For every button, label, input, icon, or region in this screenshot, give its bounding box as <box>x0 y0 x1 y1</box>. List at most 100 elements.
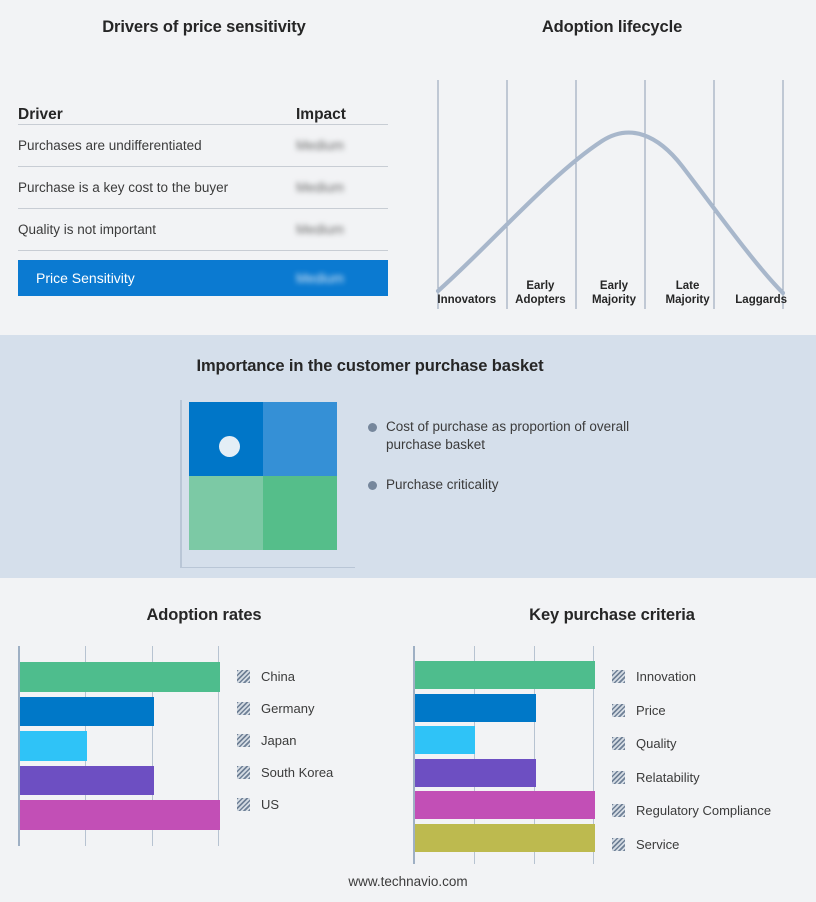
legend-label: South Korea <box>261 764 334 780</box>
bar-slot <box>20 763 220 797</box>
key-criteria-legend: Innovation Price Quality Relatability Re… <box>612 660 771 861</box>
price-sensitivity-summary-row: Price Sensitivity Medium <box>18 260 388 296</box>
legend-item-price: Price <box>612 694 771 728</box>
quadrant-x-axis <box>180 566 355 568</box>
legend-label: Relatability <box>636 769 700 785</box>
position-marker-dot <box>219 436 240 457</box>
bar-service <box>415 823 595 852</box>
importance-legend: Cost of purchase as proportion of overal… <box>368 418 658 516</box>
driver-label: Purchases are undifferentiated <box>18 138 202 153</box>
stage-line-1: Early <box>526 280 555 292</box>
driver-label: Quality is not important <box>18 222 157 237</box>
adoption-bell-curve <box>435 130 786 296</box>
bar-slot <box>20 729 220 763</box>
importance-panel: Importance in the customer purchase bask… <box>0 335 816 578</box>
drivers-panel-title: Drivers of price sensitivity <box>102 18 306 36</box>
chart-y-axis <box>18 646 20 846</box>
bar-innovation <box>415 661 595 690</box>
legend-item-china: China <box>237 660 333 692</box>
legend-item-quality: Quality <box>612 727 771 761</box>
impact-value-obscured: Medium <box>296 180 345 195</box>
drivers-table: Driver Impact Purchases are undifferenti… <box>18 92 388 296</box>
quadrant-matrix <box>180 400 355 575</box>
bar-price <box>415 693 536 722</box>
drivers-panel: Drivers of price sensitivity Driver Impa… <box>0 0 408 335</box>
importance-panel-title: Importance in the customer purchase bask… <box>196 357 544 375</box>
legend-item-south-korea: South Korea <box>237 756 333 788</box>
adoption-rates-bars <box>20 660 220 832</box>
bar-relatability <box>415 758 536 787</box>
stage-label-laggards: Laggards <box>724 294 798 311</box>
hatch-swatch-icon <box>237 701 250 715</box>
hatch-swatch-icon <box>612 670 625 684</box>
bullet-icon <box>368 481 377 490</box>
legend-item-relatability: Relatability <box>612 761 771 795</box>
table-row: Purchases are undifferentiated Medium <box>18 125 388 167</box>
legend-item-japan: Japan <box>237 724 333 756</box>
legend-item-innovation: Innovation <box>612 660 771 694</box>
legend-label: Regulatory Compliance <box>636 803 772 819</box>
bar-japan <box>20 731 87 761</box>
bar-slot <box>415 692 595 725</box>
chart-y-axis <box>413 646 415 864</box>
hatch-swatch-icon <box>612 703 625 717</box>
column-header-driver: Driver <box>18 106 63 123</box>
column-header-impact: Impact <box>296 106 346 123</box>
hatch-swatch-icon <box>237 765 250 779</box>
summary-label: Price Sensitivity <box>36 270 135 286</box>
legend-item-germany: Germany <box>237 692 333 724</box>
hatch-swatch-icon <box>612 804 625 818</box>
quadrant-cells <box>189 402 337 550</box>
stage-line-2: Majority <box>591 293 637 306</box>
legend-label: Japan <box>261 732 297 748</box>
bar-slot <box>415 822 595 855</box>
stage-label-innovators: Innovators <box>430 294 504 311</box>
lifecycle-curve-svg <box>435 80 786 309</box>
lifecycle-plot <box>430 80 798 309</box>
adoption-rates-title: Adoption rates <box>146 606 262 624</box>
legend-label: Service <box>636 836 680 852</box>
stage-line-1: Early <box>599 280 629 292</box>
bar-slot <box>20 694 220 728</box>
chart-gridline <box>152 646 153 846</box>
key-purchase-criteria-panel: Key purchase criteria Innovation <box>408 578 816 902</box>
adoption-rates-legend: China Germany Japan South Korea US <box>237 660 333 820</box>
legend-label: Quality <box>636 736 677 752</box>
adoption-rates-panel: Adoption rates China Germany <box>0 578 408 902</box>
stage-line-2: Laggards <box>735 293 788 306</box>
driver-label: Purchase is a key cost to the buyer <box>18 180 229 195</box>
hatch-swatch-icon <box>237 797 250 811</box>
legend-item-cost-of-purchase: Cost of purchase as proportion of overal… <box>368 418 658 454</box>
chart-gridline <box>593 646 594 864</box>
table-header-row: Driver Impact <box>18 92 388 125</box>
key-criteria-bars <box>415 659 595 854</box>
stage-line-1: Late <box>675 280 700 292</box>
legend-item-service: Service <box>612 828 771 862</box>
adoption-rates-plot <box>18 646 220 846</box>
bar-china <box>20 662 220 692</box>
quadrant-cell-bottom-left <box>189 476 263 550</box>
key-criteria-plot <box>413 646 595 864</box>
lifecycle-stage-labels: Innovators Early Adopters Early Majority… <box>430 262 798 310</box>
bullet-icon <box>368 423 377 432</box>
bar-slot <box>415 757 595 790</box>
bar-germany <box>20 696 154 727</box>
legend-label: Cost of purchase as proportion of overal… <box>386 419 630 452</box>
stage-line-2: Majority <box>665 293 710 306</box>
adoption-lifecycle-panel: Adoption lifecycle Innovators Early <box>408 0 816 335</box>
key-criteria-title: Key purchase criteria <box>529 606 695 624</box>
quadrant-cell-bottom-right <box>263 476 337 550</box>
bar-regulatory-compliance <box>415 791 595 820</box>
legend-label: China <box>261 668 295 684</box>
summary-impact-obscured: Medium <box>296 270 345 286</box>
stage-label-early-majority: Early Majority <box>577 280 651 310</box>
legend-label: Purchase criticality <box>386 477 499 492</box>
bottom-band-background <box>0 578 816 902</box>
quadrant-cell-top-right <box>263 402 337 476</box>
bar-slot <box>20 798 220 832</box>
impact-value-obscured: Medium <box>296 222 345 237</box>
bar-slot <box>415 659 595 692</box>
middle-band-background <box>0 335 816 578</box>
stage-line-2: Adopters <box>515 293 566 306</box>
